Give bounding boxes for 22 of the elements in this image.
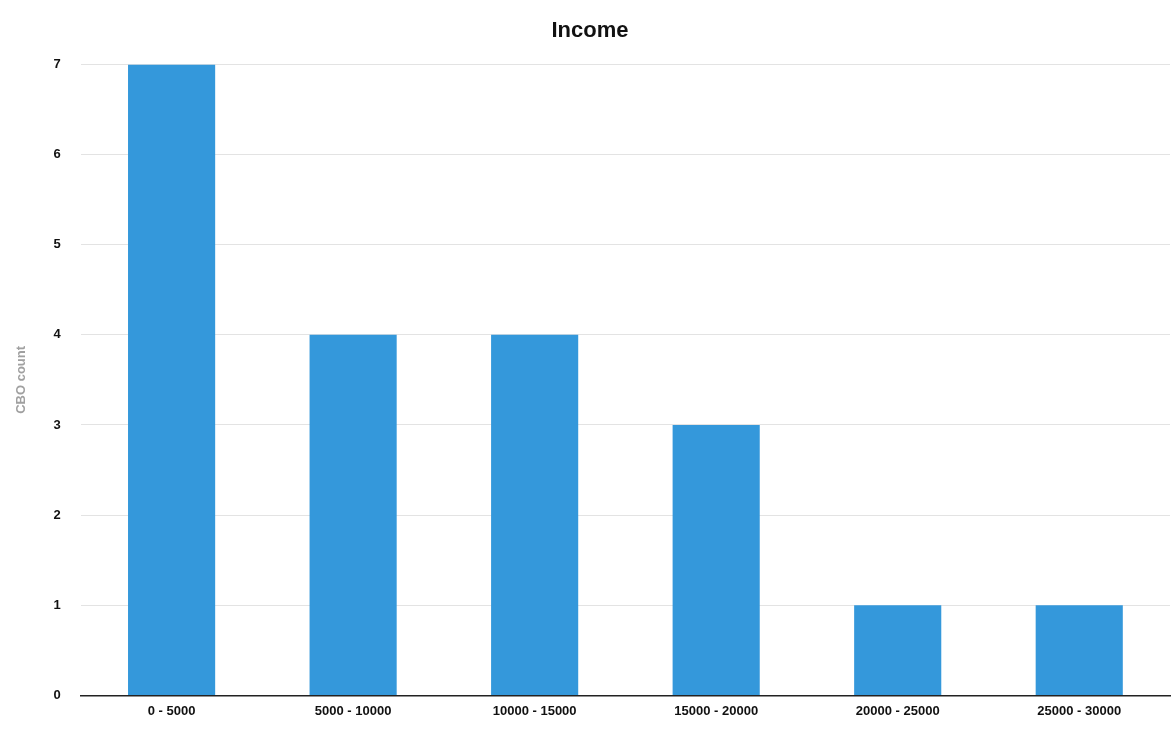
y-tick-label: 4 (53, 326, 62, 342)
y-tick-label: 6 (53, 146, 61, 162)
x-tick-label: 5000 - 10000 (314, 702, 392, 718)
bar (672, 424, 760, 695)
y-tick-label: 2 (53, 506, 61, 522)
y-tick-label: 7 (53, 55, 61, 71)
x-tick-label: 25000 - 30000 (1037, 702, 1122, 718)
bar (1035, 605, 1123, 695)
x-tick-label: 0 - 5000 (147, 702, 196, 718)
bar (491, 334, 579, 695)
x-tick-label: 15000 - 20000 (674, 702, 759, 718)
y-tick-label: 0 (53, 686, 61, 702)
x-tick-label: 10000 - 15000 (492, 702, 577, 718)
y-axis-title: CBO count (13, 345, 29, 414)
bar (128, 64, 216, 695)
y-tick-label: 3 (53, 416, 61, 432)
y-tick-label: 5 (53, 236, 61, 252)
bar (309, 334, 397, 695)
chart-title: Income (551, 17, 629, 43)
x-tick-label: 20000 - 25000 (855, 702, 940, 718)
y-tick-label: 1 (53, 596, 61, 612)
bar (854, 605, 942, 695)
